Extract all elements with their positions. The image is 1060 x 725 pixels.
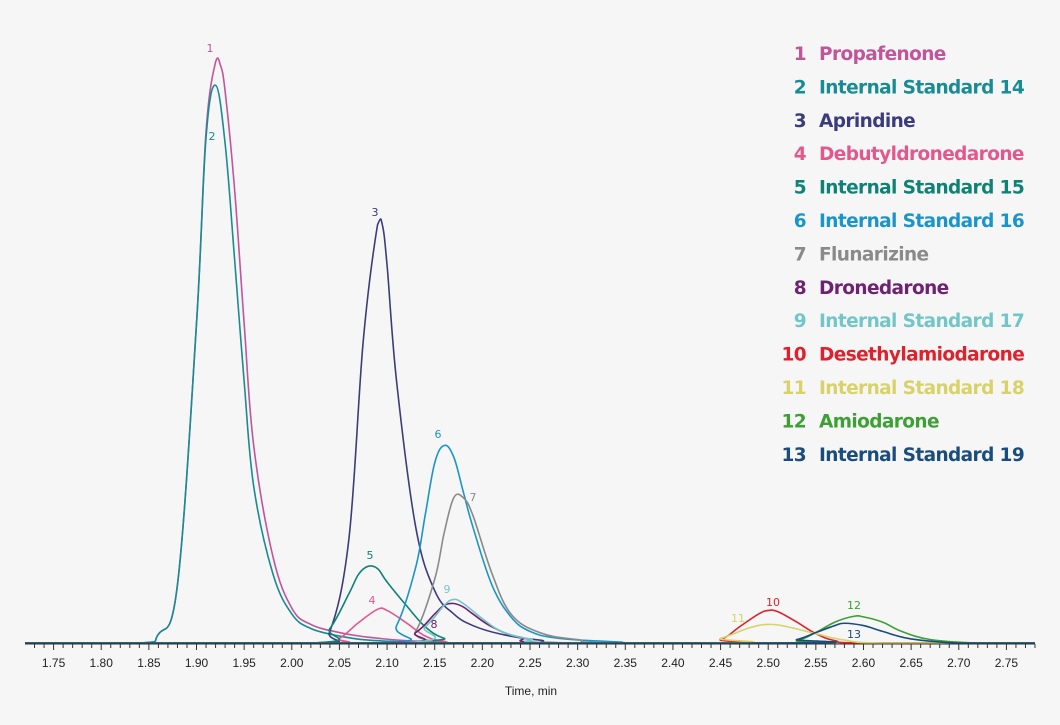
peak-label-3: 3 — [372, 206, 379, 219]
x-tick-label: 2.40 — [661, 656, 685, 670]
x-tick-label: 2.65 — [899, 656, 923, 670]
x-tick-label: 2.55 — [804, 656, 828, 670]
x-tick-label: 2.00 — [280, 656, 304, 670]
legend-number-10: 10 — [781, 345, 806, 366]
series-line-9 — [25, 598, 1035, 644]
legend-label-3: Aprindine — [819, 111, 915, 132]
legend-label-12: Amiodarone — [819, 411, 939, 432]
legend-label-1: Propafenone — [819, 44, 946, 65]
x-tick-label: 1.75 — [42, 656, 66, 670]
x-tick-label: 2.20 — [471, 656, 495, 670]
peak-label-9: 9 — [444, 583, 451, 596]
x-tick-label: 1.80 — [90, 656, 114, 670]
x-axis-tick-labels: 1.75 1.80 1.85 1.90 1.95 2.00 2.05 2.10 2.15 2.20… — [42, 656, 1019, 670]
x-tick-label: 2.25 — [518, 656, 542, 670]
x-tick-label: 2.05 — [328, 656, 352, 670]
x-axis-ticks — [34, 644, 1036, 650]
legend-label-10: Desethylamiodarone — [819, 345, 1024, 366]
legend-number-1: 1 — [794, 44, 806, 65]
legend-number-9: 9 — [794, 311, 806, 332]
x-axis: 1.75 1.80 1.85 1.90 1.95 2.00 2.05 2.10 2.15 2.20… — [25, 643, 1036, 698]
legend-label-9: Internal Standard 17 — [819, 311, 1024, 332]
legend-label-7: Flunarizine — [819, 244, 929, 265]
peak-label-12: 12 — [847, 599, 861, 612]
legend-number-8: 8 — [794, 278, 806, 299]
legend-label-8: Dronedarone — [819, 278, 949, 299]
peak-label-6: 6 — [435, 428, 442, 441]
legend-number-4: 4 — [794, 144, 807, 165]
x-tick-label: 2.60 — [852, 656, 876, 670]
legend-label-5: Internal Standard 15 — [819, 178, 1024, 199]
peak-label-11: 11 — [731, 612, 745, 625]
legend-number-5: 5 — [794, 178, 806, 199]
x-tick-label: 2.30 — [566, 656, 590, 670]
legend-number-3: 3 — [794, 111, 806, 132]
x-tick-label: 1.85 — [137, 656, 161, 670]
series-line-10 — [25, 609, 1035, 644]
legend-number-12: 12 — [781, 411, 806, 432]
legend-label-2: Internal Standard 14 — [819, 77, 1025, 98]
x-tick-label: 2.50 — [757, 656, 781, 670]
legend-label-11: Internal Standard 18 — [819, 378, 1024, 399]
legend-number-6: 6 — [794, 211, 806, 232]
series-line-3 — [25, 218, 1035, 644]
x-tick-label: 2.70 — [947, 656, 971, 670]
x-axis-title: Time, min — [505, 684, 557, 698]
peak-label-5: 5 — [367, 549, 374, 562]
legend-number-13: 13 — [781, 445, 806, 466]
peak-label-8: 8 — [431, 618, 438, 631]
legend-number-2: 2 — [794, 77, 806, 98]
peak-label-1: 1 — [207, 42, 214, 55]
legend-label-6: Internal Standard 16 — [819, 211, 1024, 232]
series-line-7 — [25, 493, 1035, 644]
peak-label-2: 2 — [209, 130, 216, 143]
x-tick-label: 2.10 — [375, 656, 399, 670]
x-tick-label: 2.35 — [614, 656, 638, 670]
series-line-6 — [25, 444, 1035, 644]
series-curves — [25, 57, 1035, 644]
peak-label-4: 4 — [369, 594, 376, 607]
x-tick-label: 2.75 — [995, 656, 1019, 670]
legend-number-11: 11 — [781, 378, 806, 399]
peak-label-7: 7 — [470, 491, 477, 504]
series-line-13 — [25, 622, 1035, 644]
peak-label-13: 13 — [847, 628, 861, 641]
x-tick-label: 1.90 — [185, 656, 209, 670]
x-tick-label: 2.15 — [423, 656, 447, 670]
legend-label-13: Internal Standard 19 — [819, 445, 1024, 466]
legend-label-4: Debutyldronedarone — [819, 144, 1024, 165]
x-tick-label: 2.45 — [709, 656, 733, 670]
series-line-4 — [25, 607, 1035, 644]
x-tick-label: 1.95 — [232, 656, 256, 670]
legend-number-7: 7 — [794, 244, 806, 265]
peak-label-10: 10 — [766, 596, 780, 609]
legend: 1 Propafenone 2 Internal Standard 14 3 Aprind… — [781, 44, 1025, 466]
